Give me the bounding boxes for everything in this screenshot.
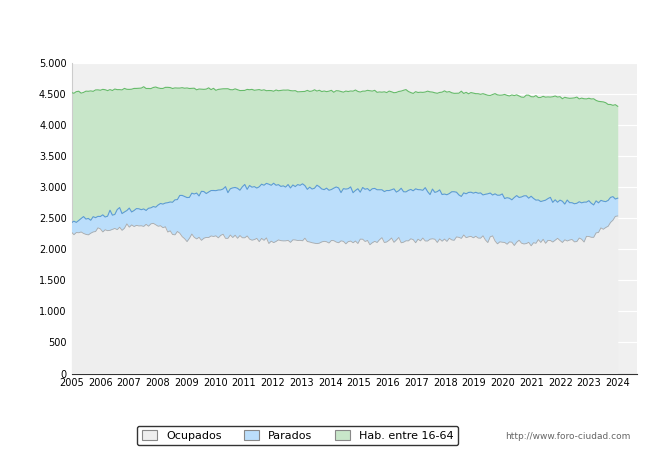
Text: Guareña - Evolucion de la poblacion en edad de Trabajar Septiembre de 2024: Guareña - Evolucion de la poblacion en e… [66, 21, 584, 33]
Text: http://www.foro-ciudad.com: http://www.foro-ciudad.com [505, 432, 630, 441]
Legend: Ocupados, Parados, Hab. entre 16-64: Ocupados, Parados, Hab. entre 16-64 [137, 426, 458, 446]
